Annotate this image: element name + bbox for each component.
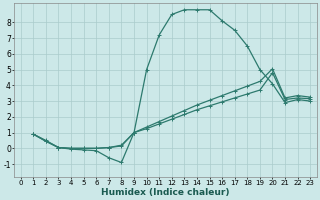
X-axis label: Humidex (Indice chaleur): Humidex (Indice chaleur) [101,188,230,197]
